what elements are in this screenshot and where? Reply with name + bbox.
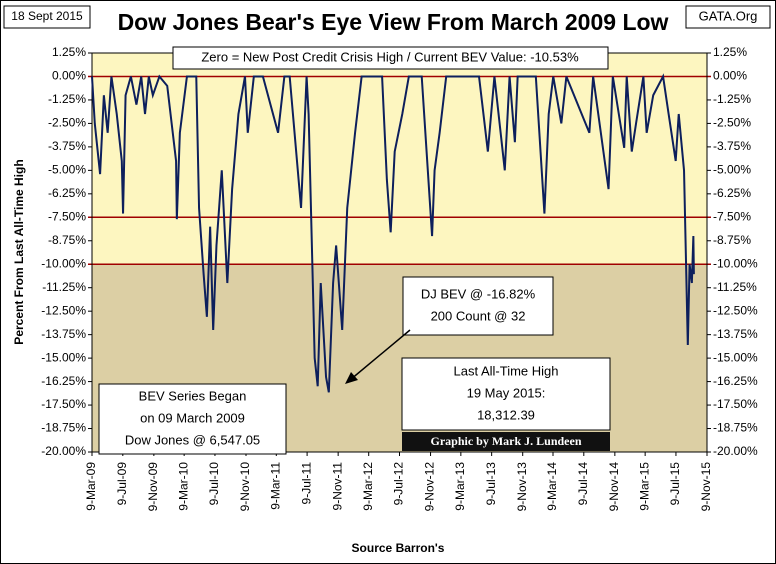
x-tick-label: 9-Jul-13 (484, 462, 498, 506)
x-tick-label: 9-Mar-13 (453, 462, 467, 511)
x-tick-label: 9-Nov-09 (146, 462, 160, 512)
x-tick-label: 9-Mar-11 (268, 462, 282, 510)
header-note: Zero = New Post Credit Crisis High / Cur… (201, 49, 579, 64)
y2-tick-label: 1.25% (713, 45, 747, 59)
x-tick-label: 9-Nov-11 (330, 462, 344, 511)
x-tick-label: 9-Mar-10 (176, 462, 190, 511)
y2-tick-label: -20.00% (713, 444, 758, 458)
x-tick-label: 9-Jul-15 (668, 462, 682, 506)
y2-tick-label: -7.50% (713, 209, 751, 223)
arrow-head (345, 372, 358, 384)
y2-tick-label: -6.25% (713, 186, 751, 200)
y-tick-label: -5.00% (48, 163, 86, 177)
x-tick-label: 9-Mar-14 (545, 462, 559, 511)
date-box (3, 5, 91, 29)
y2-tick-label: 0.00% (713, 69, 747, 83)
x-axis-label: Source Barron's (352, 541, 445, 555)
y-tick-label: 0.00% (52, 69, 86, 83)
series_began-note: BEV Series Began (139, 388, 247, 403)
site-label: GATA.Org (699, 8, 758, 23)
y-tick-label: -15.00% (41, 350, 86, 364)
x-tick-label: 9-Mar-15 (637, 462, 651, 511)
y2-tick-label: -5.00% (713, 163, 751, 177)
data-line (91, 73, 695, 393)
last_high-note: 18,312.39 (477, 407, 535, 422)
y2-tick-label: -3.75% (713, 139, 751, 153)
y-axis-label: Percent From Last All-Time High (12, 159, 26, 344)
x-tick-label: 9-Jul-10 (207, 462, 221, 506)
y-tick-label: -8.75% (48, 233, 86, 247)
y-tick-label: -18.75% (41, 421, 86, 435)
x-tick-label: 9-Jul-12 (392, 462, 406, 506)
site-box (685, 5, 771, 29)
y-tick-label: -12.50% (41, 303, 86, 317)
series_began-note: on 09 March 2009 (140, 410, 245, 425)
bev_low-box (402, 276, 554, 336)
bev_low-note: DJ BEV @ -16.82% (421, 286, 536, 301)
chart-title: Dow Jones Bear's Eye View From March 200… (118, 9, 669, 35)
x-tick-label: 9-Nov-12 (423, 462, 437, 512)
y-tick-label: 1.25% (52, 45, 86, 59)
x-tick-label: 9-Jul-11 (299, 462, 313, 505)
last_high-box (401, 357, 611, 431)
y2-tick-label: -8.75% (713, 233, 751, 247)
series_began-box (98, 383, 287, 455)
last_high-note: 19 May 2015: (467, 385, 546, 400)
y-tick-label: -6.25% (48, 186, 86, 200)
y2-tick-label: -12.50% (713, 303, 758, 317)
bev_low-note: 200 Count @ 32 (431, 308, 526, 323)
x-tick-label: 9-Mar-09 (84, 462, 98, 511)
y-tick-label: -10.00% (41, 256, 86, 270)
y2-tick-label: -16.25% (713, 374, 758, 388)
x-tick-label: 9-Jul-09 (115, 462, 129, 506)
x-tick-label: 9-Nov-13 (515, 462, 529, 512)
series_began-note: Dow Jones @ 6,547.05 (125, 432, 260, 447)
y-tick-label: -3.75% (48, 139, 86, 153)
y2-tick-label: -17.50% (713, 397, 758, 411)
y2-tick-label: -18.75% (713, 421, 758, 435)
last_high-note: Last All-Time High (454, 363, 559, 378)
x-tick-label: 9-Mar-12 (361, 462, 375, 511)
x-tick-label: 9-Jul-14 (576, 462, 590, 506)
arrow (349, 329, 411, 381)
x-tick-label: 9-Nov-10 (238, 462, 252, 512)
y-tick-label: -13.75% (41, 327, 86, 341)
date-label: 18 Sept 2015 (11, 9, 83, 23)
y2-tick-label: -11.25% (713, 280, 757, 294)
x-tick-label: 9-Nov-14 (607, 462, 621, 512)
x-tick-label: 9-Nov-15 (699, 462, 713, 512)
y-tick-label: -7.50% (48, 209, 86, 223)
y2-tick-label: -1.25% (713, 92, 751, 106)
y-tick-label: -2.50% (48, 116, 86, 130)
credit-box (402, 432, 610, 451)
y-tick-label: -16.25% (41, 374, 86, 388)
y2-tick-label: -2.50% (713, 116, 751, 130)
y-tick-label: -20.00% (41, 444, 86, 458)
credit: Graphic by Mark J. Lundeen (430, 434, 581, 448)
header-box (172, 46, 609, 70)
y2-tick-label: -10.00% (713, 256, 758, 270)
y-tick-label: -11.25% (42, 280, 86, 294)
y2-tick-label: -13.75% (713, 327, 758, 341)
y-tick-label: -1.25% (48, 92, 86, 106)
y2-tick-label: -15.00% (713, 350, 758, 364)
y-tick-label: -17.50% (41, 397, 86, 411)
